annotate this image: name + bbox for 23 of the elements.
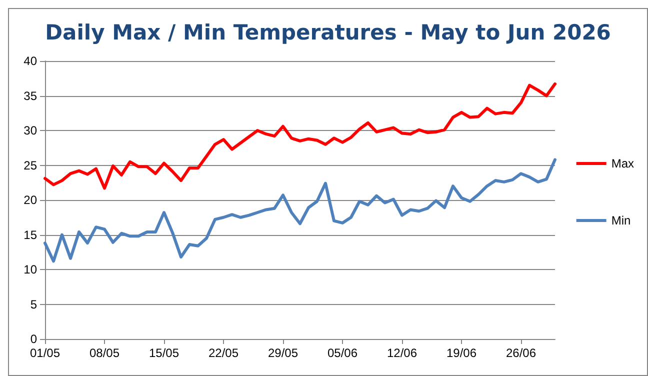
y-tick-label: 10: [24, 262, 38, 276]
x-tick-label: 08/05: [89, 346, 120, 360]
y-tick-label: 30: [24, 124, 38, 138]
x-tick-label: 01/05: [30, 346, 60, 360]
x-tick-label: 05/06: [327, 346, 358, 360]
line-series: [44, 158, 556, 263]
chart-title: Daily Max / Min Temperatures - May to Jun 2026: [45, 20, 611, 44]
line-series: [44, 82, 556, 190]
legend-label: Min: [611, 214, 631, 228]
x-tick-label: 26/06: [506, 346, 536, 360]
x-tick-label: 29/05: [268, 346, 298, 360]
y-tick-label: 20: [24, 193, 38, 207]
y-tick-label: 35: [24, 88, 38, 103]
y-tick-label: 25: [24, 158, 38, 172]
x-tick-label: 22/05: [208, 346, 239, 360]
y-tick-label: 5: [30, 297, 38, 312]
legend-label: Max: [611, 156, 634, 170]
y-tick-label: 15: [24, 228, 38, 242]
x-tick-label: 12/06: [386, 346, 418, 360]
y-tick-label: 0: [30, 332, 38, 346]
y-tick-label: 40: [24, 54, 38, 68]
x-tick-label: 19/06: [446, 346, 477, 360]
x-tick-label: 15/05: [148, 346, 180, 360]
